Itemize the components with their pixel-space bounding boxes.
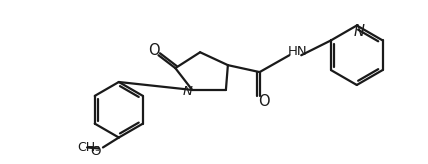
- Text: O: O: [90, 145, 100, 158]
- Text: O: O: [258, 94, 269, 109]
- Text: N: N: [182, 85, 192, 98]
- Text: CH₃: CH₃: [77, 141, 100, 154]
- Text: O: O: [148, 43, 159, 58]
- Text: HN: HN: [288, 45, 307, 58]
- Text: N: N: [353, 24, 364, 39]
